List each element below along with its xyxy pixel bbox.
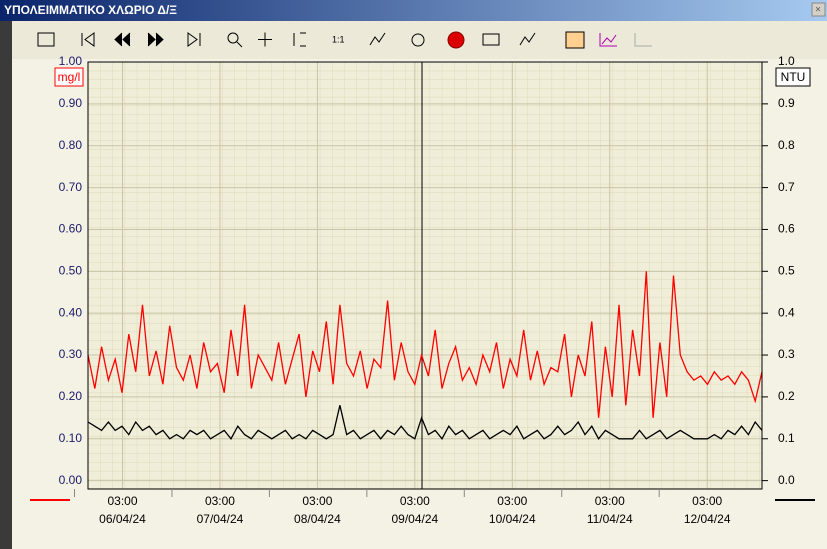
toolbar-icons[interactable]: 1:1 — [37, 31, 652, 49]
y-tick-label: 0.70 — [59, 180, 83, 194]
y2-tick-label: 0.4 — [778, 305, 795, 319]
plot-frame — [87, 61, 763, 490]
x-tick-date: 10/04/24 — [489, 512, 536, 526]
y-tick-label: 0.00 — [59, 473, 83, 487]
y-tick-label: 0.30 — [59, 347, 83, 361]
title-bar — [0, 0, 827, 21]
svg-text:1:1: 1:1 — [332, 34, 345, 44]
y-tick-label: 0.50 — [59, 263, 83, 277]
y-tick-label: 0.80 — [59, 138, 83, 152]
x-tick-time: 03:00 — [692, 494, 722, 508]
y2-tick-label: 0.0 — [778, 473, 795, 487]
series-line — [87, 271, 763, 418]
series-line — [87, 405, 763, 440]
y2-unit-box — [775, 67, 811, 87]
y2-tick-label: 1.0 — [778, 54, 795, 68]
x-tick-date: 09/04/24 — [391, 512, 438, 526]
y2-tick-label: 0.6 — [778, 222, 795, 236]
x-tick-date: 07/04/24 — [197, 512, 244, 526]
x-tick-time: 03:00 — [497, 494, 527, 508]
x-tick-date: 11/04/24 — [587, 512, 633, 526]
y2-tick-label: 0.8 — [778, 138, 795, 152]
left-border — [0, 21, 12, 549]
minor-grid — [88, 62, 762, 489]
toolbar — [12, 21, 827, 59]
x-tick-time: 03:00 — [107, 494, 137, 508]
x-tick-time: 03:00 — [205, 494, 235, 508]
y2-tick-label: 0.7 — [778, 180, 795, 194]
y2-tick-label: 0.9 — [778, 96, 795, 110]
x-tick-time: 03:00 — [302, 494, 332, 508]
y2-tick-label: 0.2 — [778, 389, 795, 403]
close-button[interactable] — [811, 2, 826, 17]
y2-tick-label: 0.3 — [778, 347, 795, 361]
y-tick-label: 0.20 — [59, 389, 83, 403]
y-axis-label: mg/l — [58, 70, 81, 84]
y-tick-label: 0.10 — [59, 431, 83, 445]
close-icon[interactable]: × — [815, 5, 821, 16]
y2-tick-label: 0.5 — [778, 263, 795, 277]
x-tick-date: 12/04/24 — [684, 512, 731, 526]
y-unit-box — [54, 67, 84, 87]
x-tick-time: 03:00 — [595, 494, 625, 508]
y2-tick-label: 0.1 — [778, 431, 795, 445]
x-tick-date: 06/04/24 — [99, 512, 146, 526]
x-tick-time: 03:00 — [400, 494, 430, 508]
window-title: ΥΠΟΛΕΙΜΜΑΤΙΚΟ ΧΛΩΡΙΟ Δ/Ξ — [4, 3, 177, 17]
y-tick-label: 1.00 — [59, 54, 83, 68]
y-tick-label: 0.90 — [59, 96, 83, 110]
y-tick-label: 0.60 — [59, 222, 83, 236]
y-tick-label: 0.40 — [59, 305, 83, 319]
x-tick-date: 08/04/24 — [294, 512, 341, 526]
y2-axis-label: NTU — [781, 70, 806, 84]
